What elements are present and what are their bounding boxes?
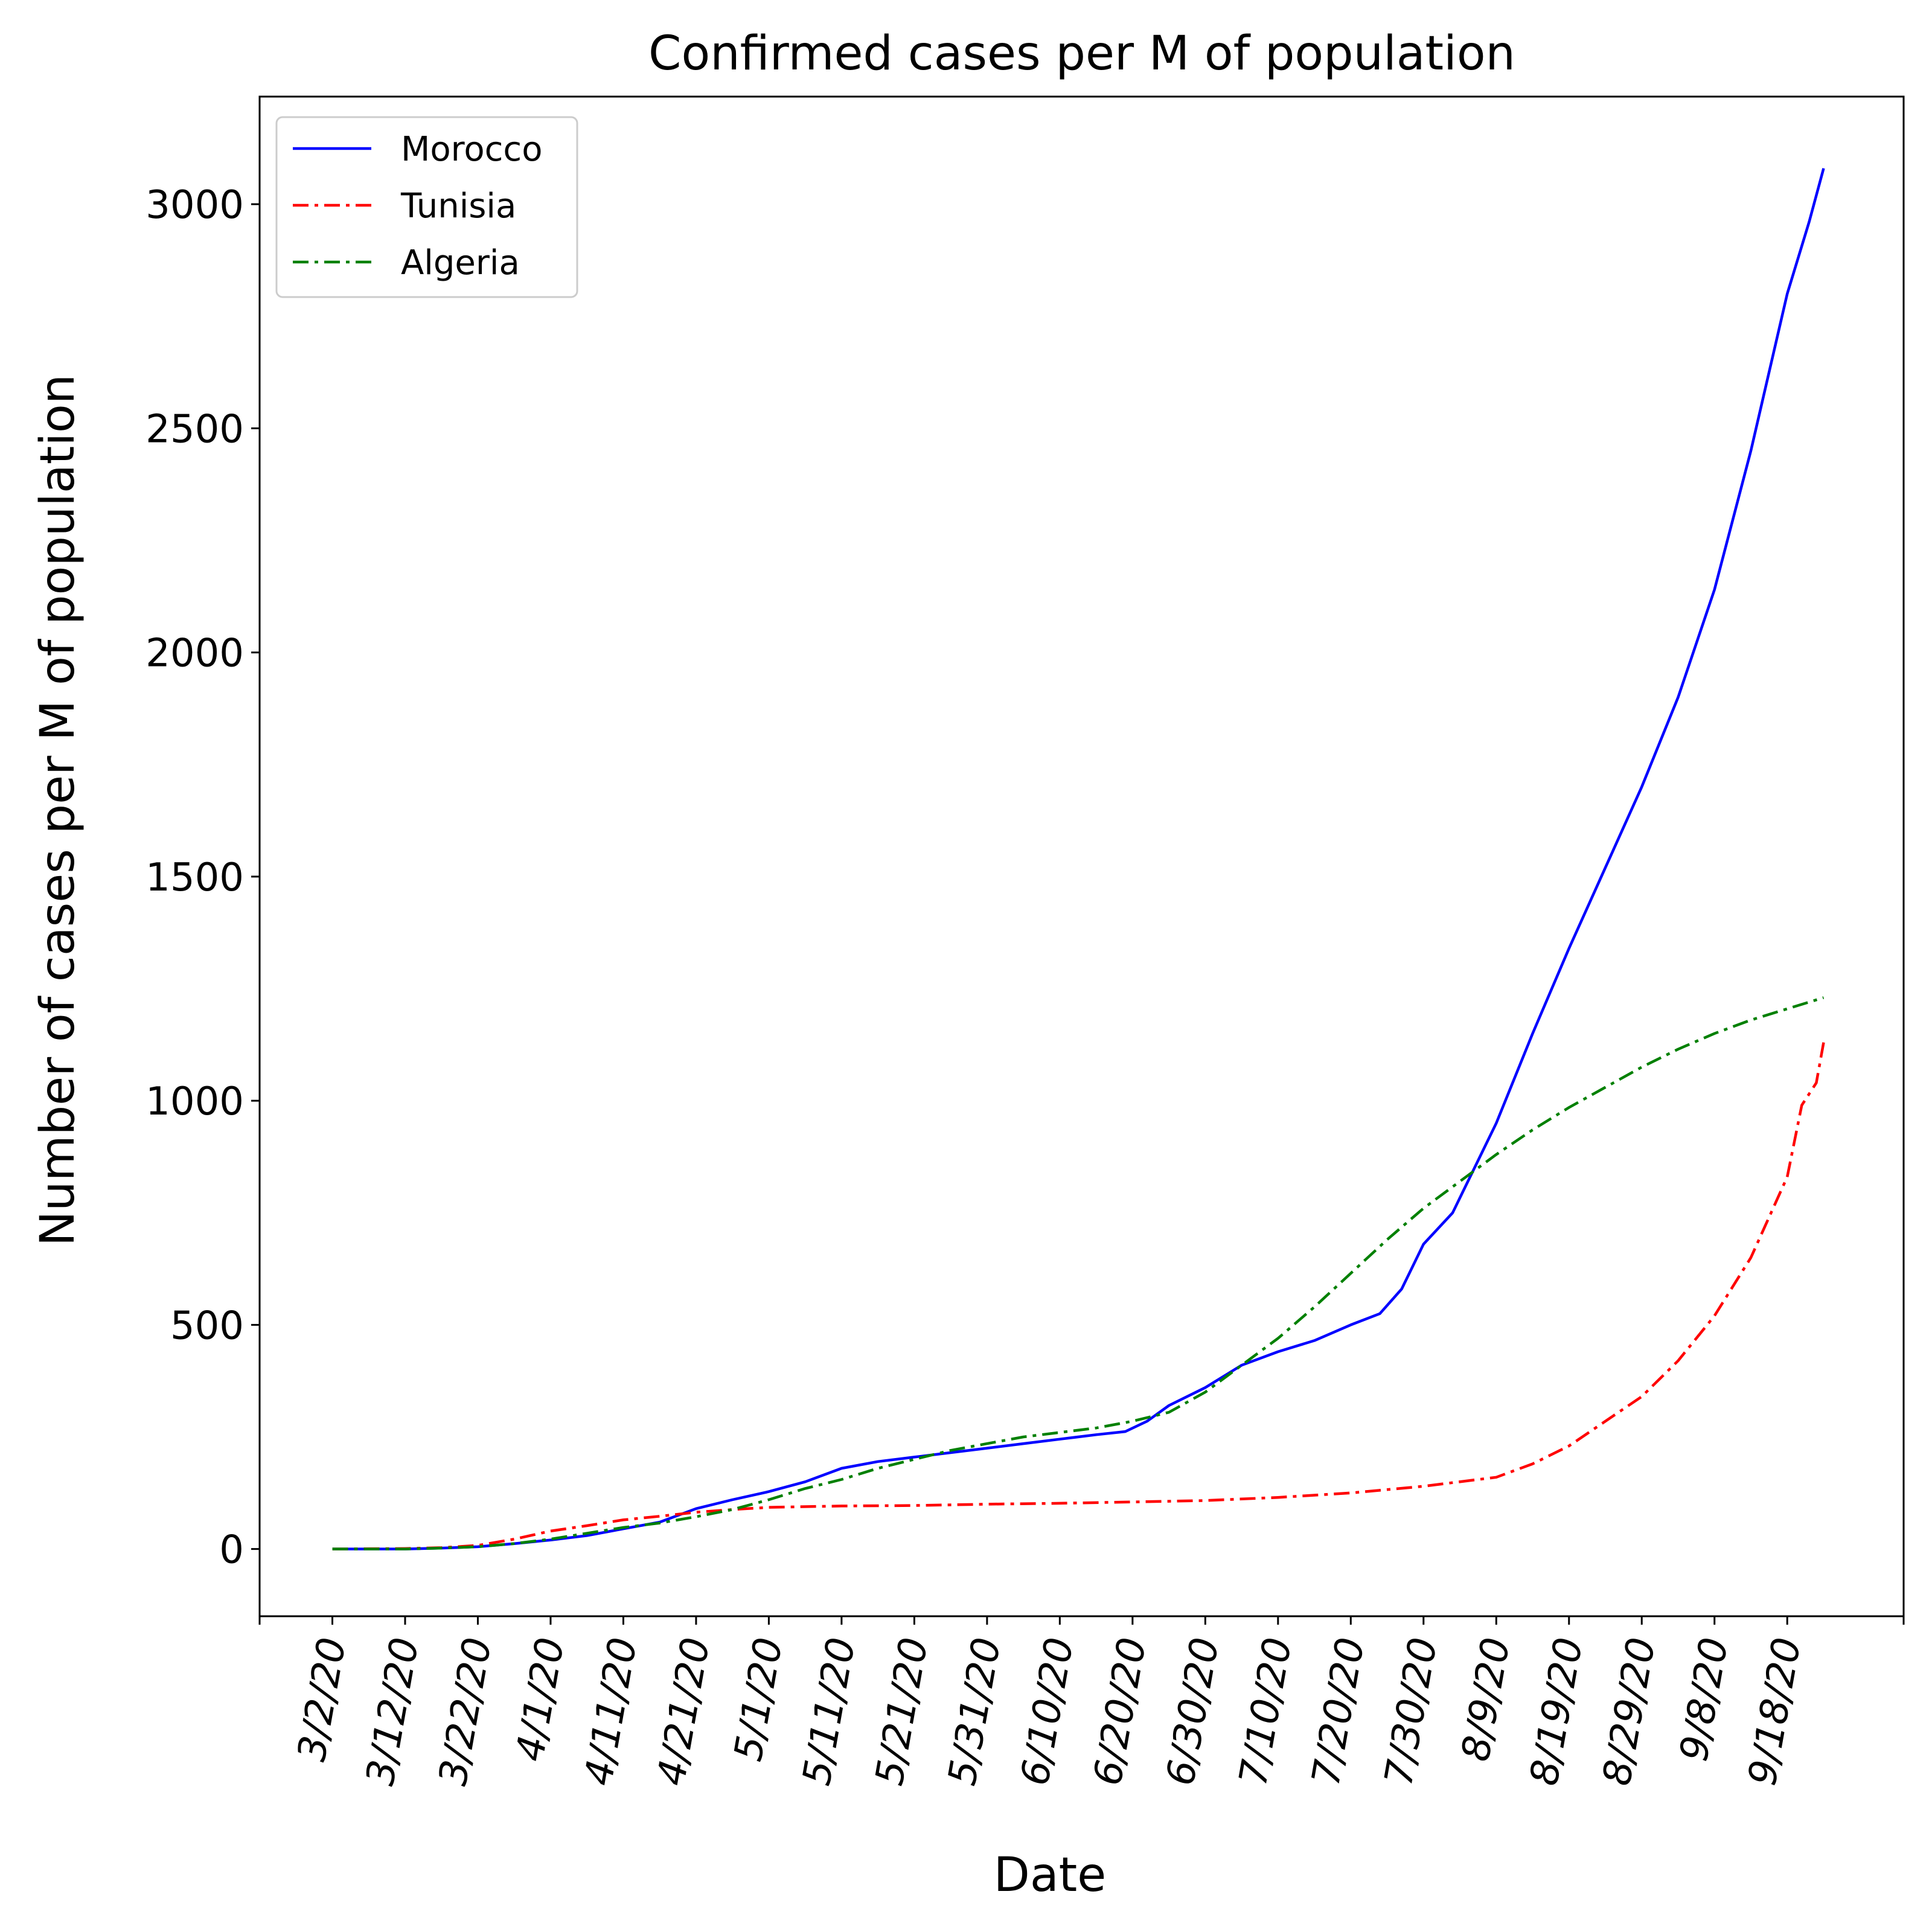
series-line-morocco [332, 168, 1825, 1550]
series-line-tunisia [332, 1042, 1825, 1550]
y-tick-label: 2500 [146, 407, 244, 452]
series-line-algeria [332, 996, 1825, 1550]
legend-label-algeria: Algeria [401, 243, 520, 283]
legend-label-tunisia: Tunisia [400, 187, 516, 226]
y-tick-label: 500 [170, 1303, 244, 1348]
x-axis-label: Date [994, 1848, 1106, 1902]
plot-lines [332, 168, 1825, 1550]
y-tick-label: 1000 [146, 1080, 244, 1124]
legend-box [275, 116, 578, 298]
plot-frame [258, 95, 1905, 1617]
y-tick-label: 0 [219, 1528, 244, 1573]
chart-title: Confirmed cases per M of population [648, 27, 1515, 81]
legend: Morocco Tunisia Algeria [275, 116, 578, 298]
y-tick-label: 3000 [146, 183, 244, 228]
y-axis-ticks: 0 500 1000 1500 2000 2500 3000 [146, 183, 260, 1573]
y-tick-label: 1500 [146, 856, 244, 900]
y-axis-label: Number of cases per M of population [31, 374, 85, 1246]
legend-label-morocco: Morocco [401, 130, 542, 169]
y-tick-label: 2000 [146, 632, 244, 676]
